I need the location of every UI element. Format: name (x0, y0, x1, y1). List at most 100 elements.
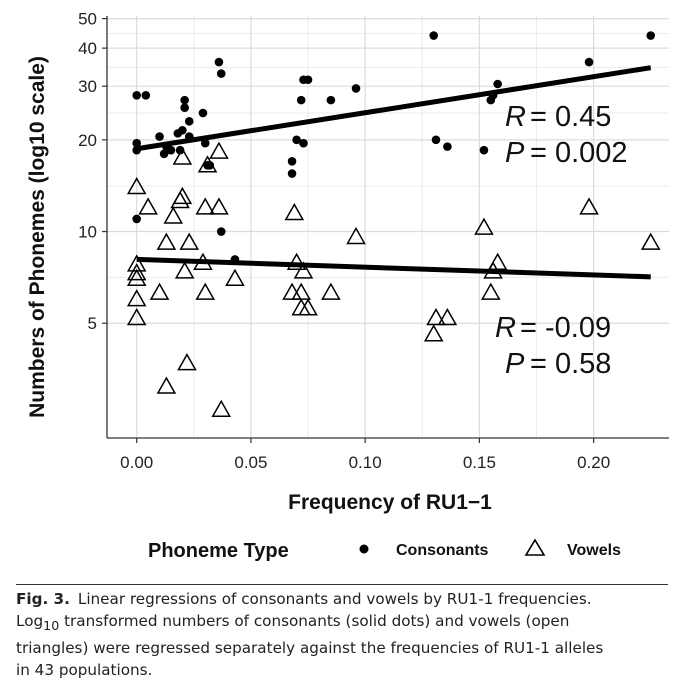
vowel-point (423, 324, 444, 342)
consonant-point (216, 69, 226, 78)
vowel-point (172, 147, 193, 165)
vowel-point (579, 197, 599, 215)
legend: Phoneme Type Consonants Vowels (148, 538, 621, 562)
vowel-point (426, 308, 446, 326)
vowel-point (156, 232, 177, 250)
consonant-point (184, 132, 194, 141)
x-tick-label: 0.10 (349, 453, 382, 472)
caption-line-4: in 43 populations. (16, 661, 153, 680)
vowel-point (163, 206, 184, 224)
vowel-point (487, 252, 508, 270)
vowel-point (172, 186, 193, 205)
x-tick-label: 0.15 (463, 453, 496, 472)
y-tick-label: 30 (78, 77, 97, 96)
caption-line-1: Linear regressions of consonants and vow… (77, 590, 592, 608)
consonant-point (303, 75, 313, 85)
regression-line-consonants (136, 65, 652, 152)
vowel-point (126, 177, 147, 195)
consonant-point (132, 214, 141, 224)
consonant-point (230, 255, 240, 264)
x-tick-labels: 0.00 0.05 0.10 0.15 0.20 (120, 453, 610, 472)
vowel-point (225, 268, 245, 286)
vowel-point (481, 282, 501, 300)
major-gridlines (107, 16, 669, 438)
p-vowels-value: = 0.58 (530, 348, 611, 380)
vowel-point (209, 197, 229, 215)
consonant-point (132, 91, 141, 100)
x-tick-label: 0.00 (120, 453, 153, 472)
vowel-point (197, 155, 218, 173)
caption-line-2-sub: 10 (43, 618, 60, 634)
consonant-point (132, 138, 141, 148)
vowel-point (321, 282, 341, 300)
p-consonants-value: = 0.002 (530, 137, 628, 169)
vowel-point (179, 232, 200, 250)
caption-line-3: triangles) were regressed separately aga… (16, 639, 604, 658)
vowel-point (195, 282, 216, 300)
consonant-point (646, 31, 656, 40)
consonant-point (351, 84, 361, 93)
x-tick-label: 0.20 (577, 453, 610, 472)
vowel-point (126, 289, 147, 307)
y-axis-title: Numbers of Phonemes (log10 scale) (26, 56, 49, 418)
consonant-point (166, 145, 176, 155)
consonant-point (178, 125, 187, 135)
axes (102, 16, 669, 443)
vowel-point (437, 308, 458, 326)
consonant-point (180, 95, 189, 105)
consonant-point (214, 57, 224, 67)
consonant-point (216, 227, 226, 236)
y-tick-label: 50 (78, 10, 97, 29)
vowel-point (483, 261, 503, 279)
legend-vowels-label: Vowels (567, 542, 621, 559)
caption-label: Fig. 3. (16, 590, 70, 608)
consonant-point (292, 135, 301, 145)
r-consonants-value: = 0.45 (530, 101, 611, 133)
legend-title: Phoneme Type (148, 540, 289, 562)
y-tick-labels: 5 10 20 30 40 50 (78, 10, 97, 334)
vowel-point (474, 217, 494, 235)
consonant-point (155, 132, 164, 141)
consonant-point (184, 117, 194, 126)
y-tick-label: 5 (88, 314, 97, 333)
x-tick-label: 0.05 (234, 453, 267, 472)
vowel-point (346, 226, 366, 245)
vowel-point (293, 261, 314, 279)
r-vowels-value: = -0.09 (520, 312, 611, 344)
vowel-point (149, 282, 170, 300)
consonant-point (431, 135, 441, 145)
regression-line-vowels (136, 256, 651, 280)
y-tick-label: 10 (78, 223, 97, 242)
vowel-point (138, 197, 158, 215)
y-tick-label: 20 (78, 131, 97, 150)
vowel-point (211, 399, 232, 417)
r-vowels-label: R (495, 312, 516, 344)
vowel-point (177, 353, 197, 371)
figure-caption: Fig. 3. Linear regressions of consonants … (16, 584, 668, 681)
legend-consonants-label: Consonants (396, 542, 489, 559)
legend-consonants-marker (359, 544, 369, 554)
vowel-point (126, 308, 147, 326)
vowel-point (286, 252, 307, 270)
consonant-point (443, 142, 452, 151)
consonant-point (159, 149, 169, 159)
consonant-point (296, 95, 306, 105)
vowel-point (298, 298, 318, 316)
vowel-point (126, 268, 147, 286)
consonant-point (287, 169, 297, 178)
x-axis-title: Frequency of RU1−1 (288, 491, 492, 514)
vowel-point (195, 197, 216, 215)
consonant-point (479, 145, 489, 155)
vowel-point (126, 263, 147, 281)
consonant-point (326, 95, 336, 105)
consonant-point (180, 103, 189, 112)
consonant-point (198, 108, 208, 118)
consonant-point (488, 91, 498, 100)
p-consonants-label: P (505, 137, 525, 169)
p-vowels-label: P (505, 348, 525, 380)
consonant-point (299, 138, 308, 148)
vowel-point (284, 203, 305, 221)
vowel-point (156, 376, 177, 394)
data-points (126, 31, 661, 417)
